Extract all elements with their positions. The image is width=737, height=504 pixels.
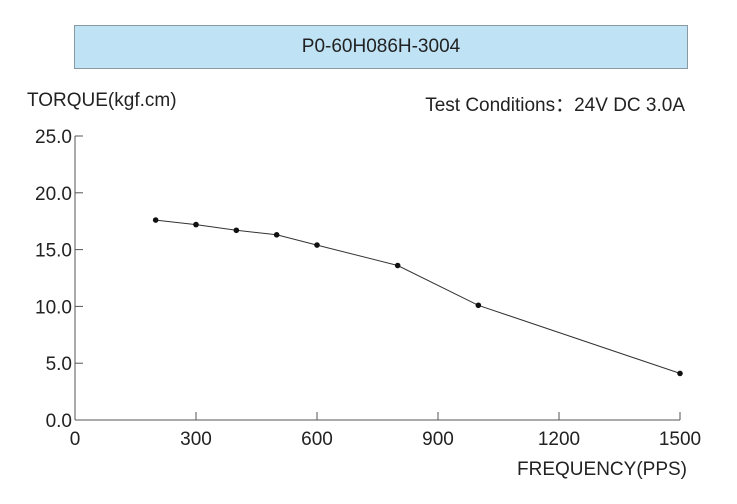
- data-point: [314, 242, 320, 248]
- data-point: [677, 370, 683, 377]
- y-tick-label: 15.0: [35, 241, 72, 262]
- data-marks: [152, 217, 683, 377]
- y-axis-label: TORQUE(kgf.cm): [27, 90, 177, 111]
- data-point: [475, 302, 482, 309]
- axes: 0.0 5.0 10.0 15.0 20.0 25.0 0 300 600 900 1200 1500: [35, 127, 701, 450]
- data-point: [193, 221, 199, 228]
- y-tick-label: 5.0: [46, 354, 72, 375]
- data-point: [233, 227, 240, 234]
- y-tick-label: 10.0: [35, 297, 72, 318]
- x-tick-label: 300: [180, 429, 212, 450]
- chart-title: P0-60H086H-3004: [74, 25, 688, 69]
- data-point: [152, 217, 159, 223]
- x-tick-label: 1200: [538, 429, 580, 450]
- x-tick-label: 600: [301, 429, 333, 450]
- y-tick-label: 25.0: [35, 127, 72, 148]
- data-point: [394, 262, 401, 269]
- data-point: [273, 232, 280, 238]
- y-tick-label: 0.0: [46, 411, 72, 432]
- x-tick-label: 0: [70, 429, 81, 450]
- x-tick-label: 900: [422, 429, 454, 450]
- x-tick-label: 1500: [659, 429, 701, 450]
- y-tick-label: 20.0: [35, 184, 72, 205]
- test-conditions: Test Conditions：24V DC 3.0A: [425, 95, 685, 116]
- series-line: [155, 219, 681, 374]
- x-axis-label: FREQUENCY(PPS): [517, 459, 687, 480]
